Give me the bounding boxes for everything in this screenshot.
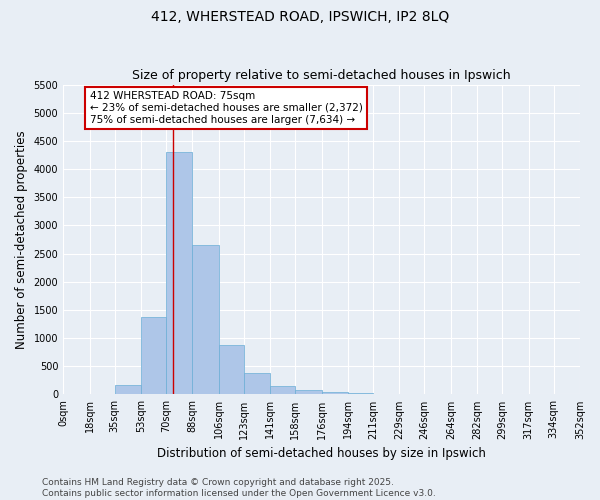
Title: Size of property relative to semi-detached houses in Ipswich: Size of property relative to semi-detach… xyxy=(132,69,511,82)
Text: 412, WHERSTEAD ROAD, IPSWICH, IP2 8LQ: 412, WHERSTEAD ROAD, IPSWICH, IP2 8LQ xyxy=(151,10,449,24)
Bar xyxy=(166,152,193,394)
Bar xyxy=(322,392,348,394)
Y-axis label: Number of semi-detached properties: Number of semi-detached properties xyxy=(15,130,28,349)
X-axis label: Distribution of semi-detached houses by size in Ipswich: Distribution of semi-detached houses by … xyxy=(157,447,486,460)
Bar xyxy=(115,384,141,394)
Bar xyxy=(295,390,322,394)
Bar xyxy=(270,386,295,394)
Bar xyxy=(193,245,219,394)
Bar xyxy=(141,317,166,394)
Text: Contains HM Land Registry data © Crown copyright and database right 2025.
Contai: Contains HM Land Registry data © Crown c… xyxy=(42,478,436,498)
Bar xyxy=(219,345,244,395)
Text: 412 WHERSTEAD ROAD: 75sqm
← 23% of semi-detached houses are smaller (2,372)
75% : 412 WHERSTEAD ROAD: 75sqm ← 23% of semi-… xyxy=(89,92,362,124)
Bar xyxy=(244,374,270,394)
